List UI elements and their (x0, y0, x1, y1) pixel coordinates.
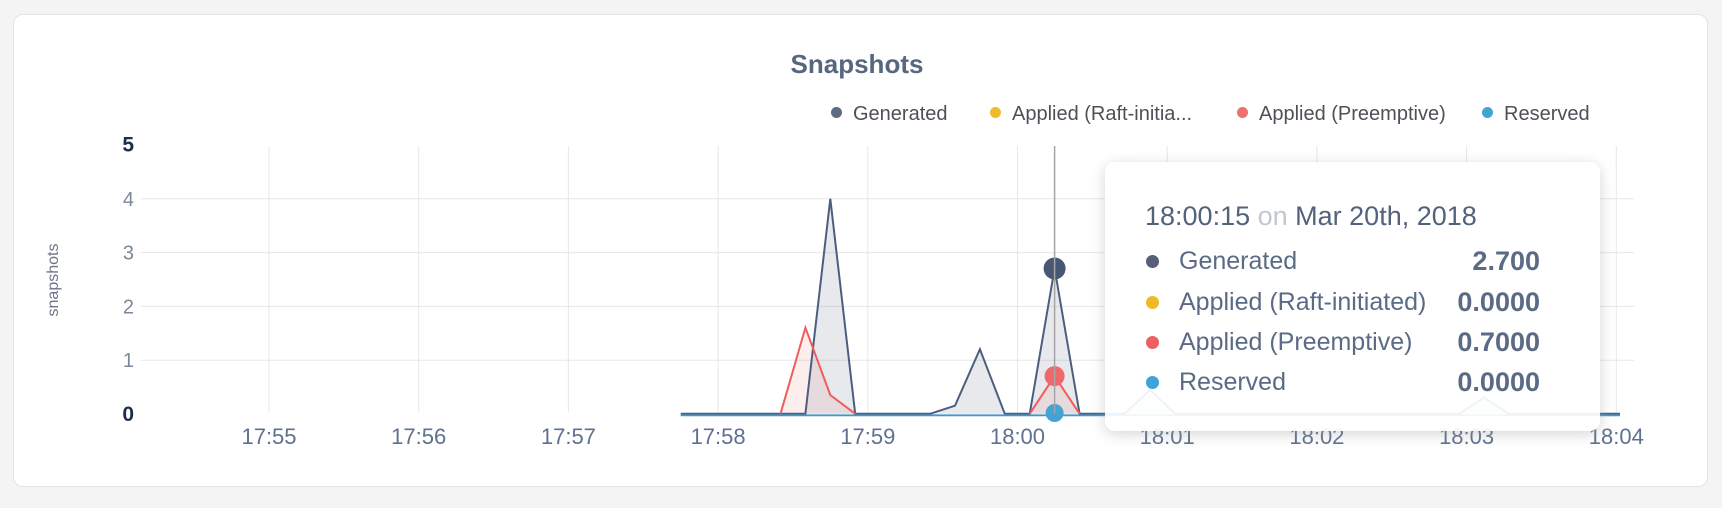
svg-text:1: 1 (123, 350, 134, 372)
svg-text:17:57: 17:57 (541, 424, 596, 449)
svg-text:17:55: 17:55 (241, 424, 296, 449)
svg-text:18:00: 18:00 (990, 424, 1045, 449)
svg-text:17:56: 17:56 (391, 424, 446, 449)
svg-text:0: 0 (122, 403, 134, 426)
svg-text:snapshots: snapshots (45, 244, 62, 317)
svg-text:2: 2 (123, 296, 134, 318)
svg-text:17:58: 17:58 (691, 424, 746, 449)
svg-text:4: 4 (123, 189, 134, 211)
svg-text:3: 3 (123, 243, 134, 265)
svg-text:5: 5 (122, 134, 134, 157)
svg-text:17:59: 17:59 (840, 424, 895, 449)
svg-text:18:04: 18:04 (1589, 424, 1644, 449)
